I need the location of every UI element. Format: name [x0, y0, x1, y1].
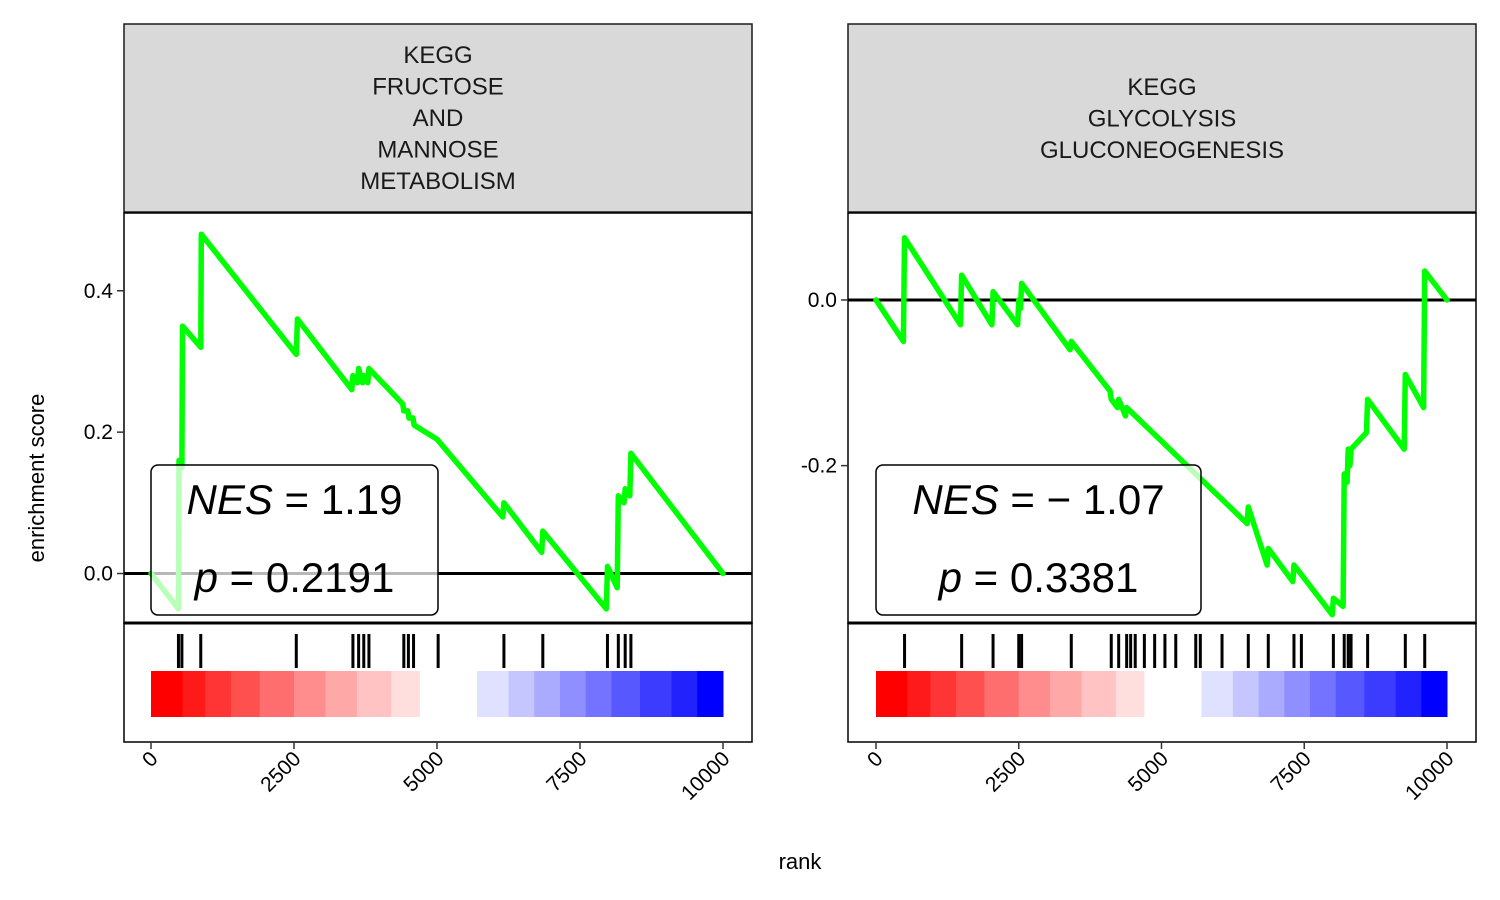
rank-heatmap-cell: [182, 671, 206, 717]
strip-title-line: METABOLISM: [360, 168, 516, 195]
strip-title-line: GLUCONEOGENESIS: [1040, 137, 1284, 164]
stat-box: [150, 464, 439, 616]
enrichment-curve: [148, 231, 726, 612]
rank-heatmap-cell: [1335, 671, 1365, 717]
y-tick-label: 0.4: [84, 280, 114, 303]
strip-title-line: GLYCOLYSIS: [1088, 106, 1237, 133]
strip-title-line: KEGG: [403, 42, 472, 69]
nes-label: NES = 1.19: [187, 476, 403, 523]
rank-heatmap-cell: [585, 671, 612, 717]
rank-heatmap-cell: [1421, 671, 1448, 717]
x-tick-label: 0: [863, 747, 888, 772]
rank-heatmap-cell: [1232, 671, 1260, 717]
rank-heatmap-cell: [508, 671, 535, 717]
panel-strip: [847, 23, 1477, 213]
x-tick-label: 5000: [1124, 747, 1173, 796]
x-tick-label: 7500: [1266, 747, 1315, 796]
rank-heatmap-cell: [1050, 671, 1083, 717]
rank-heatmap-cell: [1395, 671, 1422, 717]
rank-heatmap-cell: [671, 671, 698, 717]
panel-strip: [123, 23, 753, 213]
rank-heatmap-cell: [1201, 671, 1234, 717]
rank-heatmap-cell: [907, 671, 931, 717]
rank-heatmap-cell: [259, 671, 295, 717]
rank-heatmap-cell: [955, 671, 985, 717]
rank-heatmap-cell: [1115, 671, 1145, 717]
y-tick-label: 0.0: [808, 289, 837, 312]
x-tick-label: 7500: [542, 747, 591, 796]
strip-title-line: FRUCTOSE: [372, 74, 504, 101]
x-tick-label: 10000: [1401, 747, 1459, 805]
rank-heatmap-cell: [1284, 671, 1311, 717]
y-tick-label: 0.0: [84, 563, 113, 586]
rank-heatmap-cell: [294, 671, 326, 717]
rank-heatmap-cell: [984, 671, 1020, 717]
rank-heatmap-cell: [477, 671, 509, 717]
strip-title-line: KEGG: [1127, 74, 1196, 101]
panel-2: KEGG GLYCOLYSIS GLUCONEOGENESIS 0.0 -0.2 NES …: [801, 23, 1477, 805]
rank-heatmap-cell: [1309, 671, 1337, 717]
x-tick-label: 2500: [981, 747, 1030, 796]
panel-1: KEGG FRUCTOSE AND MANNOSE METABOLISM 0.4 0.2 0.…: [84, 23, 753, 805]
p-value-label: p = 0.2191: [193, 554, 395, 601]
rank-heatmap-cell: [1364, 671, 1397, 717]
strip-title-line: AND: [413, 105, 464, 132]
rank-heatmap-cell: [391, 671, 421, 717]
rank-heatmap-cell: [205, 671, 232, 717]
y-tick-label: -0.2: [801, 455, 837, 478]
rank-heatmap-cell: [640, 671, 673, 717]
rank-heatmap-cell: [151, 671, 183, 717]
rank-heatmap-cell: [876, 671, 908, 717]
x-tick-label: 5000: [399, 747, 448, 796]
rank-heatmap-cell: [419, 671, 478, 717]
rank-heatmap-cell: [231, 671, 261, 717]
rank-heatmap-cell: [697, 671, 724, 717]
rank-heatmap-cell: [356, 671, 392, 717]
x-tick-label: 0: [138, 747, 163, 772]
strip-title-line: MANNOSE: [377, 137, 498, 164]
rank-heatmap-cell: [325, 671, 358, 717]
rank-heatmap-cell: [1258, 671, 1285, 717]
x-tick-label: 2500: [256, 747, 305, 796]
x-tick-label: 10000: [677, 747, 735, 805]
stat-box: [875, 464, 1202, 616]
y-axis-title: enrichment score: [24, 394, 49, 563]
rank-heatmap-cell: [1018, 671, 1051, 717]
nes-label: NES = − 1.07: [912, 476, 1164, 523]
rank-heatmap-cell: [611, 671, 641, 717]
rank-heatmap-cell: [1144, 671, 1202, 717]
p-value-label: p = 0.3381: [937, 554, 1139, 601]
y-tick-label: 0.2: [84, 421, 113, 444]
rank-heatmap-cell: [930, 671, 957, 717]
rank-heatmap-cell: [534, 671, 561, 717]
rank-heatmap-cell: [1081, 671, 1117, 717]
x-axis-title: rank: [779, 849, 823, 874]
enrichment-curve: [873, 235, 1450, 618]
rank-heatmap-cell: [559, 671, 587, 717]
